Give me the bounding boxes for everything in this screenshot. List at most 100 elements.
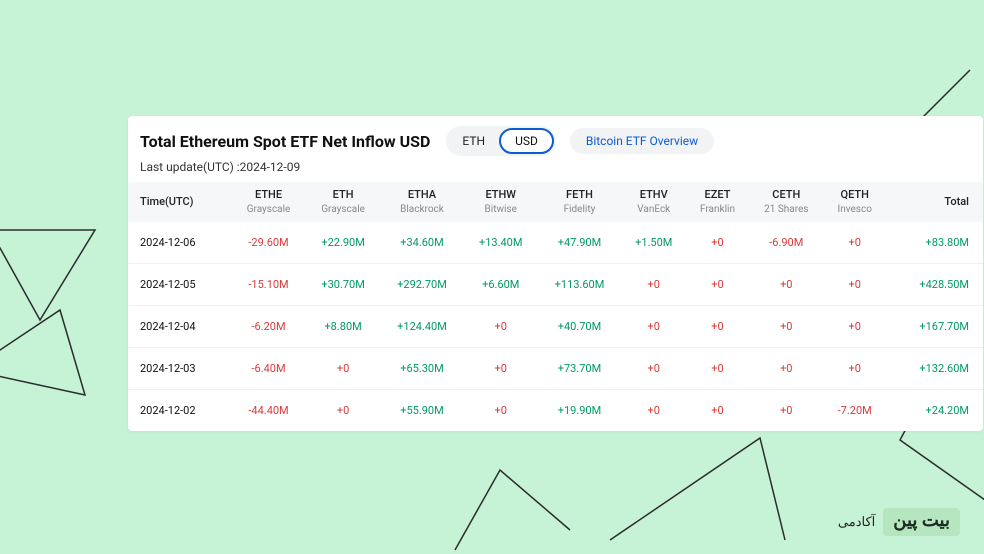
cell-value: +0: [464, 306, 538, 348]
cell-value: -6.20M: [231, 306, 306, 348]
cell-value: +22.90M: [306, 222, 381, 264]
column-header-sublabel: Invesco: [828, 204, 881, 217]
column-header-ethv: ETHV VanEck: [621, 182, 686, 222]
bitcoin-etf-overview-button[interactable]: Bitcoin ETF Overview: [570, 128, 714, 154]
table-row: 2024-12-03-6.40M+0+65.30M+0+73.70M+0+0+0…: [128, 348, 983, 390]
column-header-ezet: EZET Franklin: [686, 182, 748, 222]
cell-value: -6.90M: [749, 222, 825, 264]
column-header-feth: FETH Fidelity: [538, 182, 621, 222]
cell-value: +167.70M: [885, 306, 983, 348]
cell-value: +55.90M: [380, 390, 463, 432]
cell-value: +0: [621, 348, 686, 390]
cell-value: +132.60M: [885, 348, 983, 390]
cell-value: +0: [686, 264, 748, 306]
column-header-ethe: ETHE Grayscale: [231, 182, 306, 222]
column-header-label: ETHW: [485, 188, 516, 201]
etf-card: Total Ethereum Spot ETF Net Inflow USD E…: [128, 116, 983, 431]
cell-value: +40.70M: [538, 306, 621, 348]
column-header-label: ETHV: [640, 188, 668, 201]
cell-value: +113.60M: [538, 264, 621, 306]
column-header-sublabel: Grayscale: [235, 204, 302, 217]
etf-table: Time(UTC) ETHE Grayscale ETH Grayscale ETHA Bl…: [128, 182, 983, 431]
cell-value: +0: [686, 222, 748, 264]
cell-value: +0: [686, 306, 748, 348]
column-header-sublabel: Franklin: [690, 204, 744, 217]
cell-value: +0: [749, 306, 825, 348]
cell-time: 2024-12-03: [128, 348, 231, 390]
cell-value: +6.60M: [464, 264, 538, 306]
column-header-label: Total: [944, 195, 969, 208]
cell-value: +0: [686, 390, 748, 432]
column-header-label: QETH: [840, 188, 868, 201]
column-header-sublabel: Bitwise: [468, 204, 534, 217]
cell-value: +0: [306, 390, 381, 432]
column-header-label: EZET: [705, 188, 731, 201]
column-header-label: Time(UTC): [140, 195, 193, 208]
cell-value: +8.80M: [306, 306, 381, 348]
cell-value: -7.20M: [824, 390, 885, 432]
cell-value: +0: [749, 390, 825, 432]
cell-value: +30.70M: [306, 264, 381, 306]
page-title: Total Ethereum Spot ETF Net Inflow USD: [140, 132, 430, 151]
table-head: Time(UTC) ETHE Grayscale ETH Grayscale ETHA Bl…: [128, 182, 983, 222]
tab-eth[interactable]: ETH: [448, 128, 499, 154]
brand-suffix: آکادمی: [838, 515, 875, 530]
table-row: 2024-12-04-6.20M+8.80M+124.40M+0+40.70M+…: [128, 306, 983, 348]
cell-value: +13.40M: [464, 222, 538, 264]
column-header-etha: ETHA Blackrock: [380, 182, 463, 222]
cell-value: +0: [749, 264, 825, 306]
cell-value: +73.70M: [538, 348, 621, 390]
card-header: Total Ethereum Spot ETF Net Inflow USD E…: [128, 116, 983, 156]
column-header-time: Time(UTC): [128, 182, 231, 222]
cell-value: +0: [824, 306, 885, 348]
cell-value: +19.90M: [538, 390, 621, 432]
column-header-sublabel: Fidelity: [542, 204, 617, 217]
brand-badge: بیت پین: [883, 508, 960, 536]
cell-value: -15.10M: [231, 264, 306, 306]
cell-value: +65.30M: [380, 348, 463, 390]
column-header-sublabel: 21 Shares: [753, 204, 821, 217]
cell-value: +0: [306, 348, 381, 390]
last-update-date: 2024-12-09: [240, 160, 301, 174]
cell-time: 2024-12-04: [128, 306, 231, 348]
cell-value: +0: [621, 390, 686, 432]
cell-value: +24.20M: [885, 390, 983, 432]
column-header-total: Total: [885, 182, 983, 222]
brand-logo: بیت پین آکادمی: [838, 508, 960, 536]
column-header-label: FETH: [566, 188, 593, 201]
cell-time: 2024-12-05: [128, 264, 231, 306]
tab-usd[interactable]: USD: [499, 128, 554, 154]
column-header-ethw: ETHW Bitwise: [464, 182, 538, 222]
cell-value: +0: [686, 348, 748, 390]
cell-value: +292.70M: [380, 264, 463, 306]
column-header-eth: ETH Grayscale: [306, 182, 381, 222]
cell-value: +0: [824, 264, 885, 306]
cell-value: +1.50M: [621, 222, 686, 264]
last-update-label: Last update(UTC) :2024-12-09: [128, 156, 983, 182]
column-header-sublabel: Blackrock: [384, 204, 459, 217]
column-header-label: ETH: [333, 188, 354, 201]
currency-tab-group: ETH USD: [446, 126, 555, 156]
cell-value: +34.60M: [380, 222, 463, 264]
cell-time: 2024-12-02: [128, 390, 231, 432]
cell-value: +0: [464, 390, 538, 432]
cell-value: +428.50M: [885, 264, 983, 306]
cell-value: +47.90M: [538, 222, 621, 264]
column-header-sublabel: VanEck: [625, 204, 682, 217]
column-header-ceth: CETH 21 Shares: [749, 182, 825, 222]
cell-value: +124.40M: [380, 306, 463, 348]
cell-time: 2024-12-06: [128, 222, 231, 264]
cell-value: +0: [621, 264, 686, 306]
column-header-label: CETH: [772, 188, 800, 201]
table-body: 2024-12-06-29.60M+22.90M+34.60M+13.40M+4…: [128, 222, 983, 431]
column-header-label: ETHA: [408, 188, 436, 201]
table-row: 2024-12-02-44.40M+0+55.90M+0+19.90M+0+0+…: [128, 390, 983, 432]
table-row: 2024-12-06-29.60M+22.90M+34.60M+13.40M+4…: [128, 222, 983, 264]
column-header-sublabel: Grayscale: [310, 204, 377, 217]
column-header-qeth: QETH Invesco: [824, 182, 885, 222]
table-row: 2024-12-05-15.10M+30.70M+292.70M+6.60M+1…: [128, 264, 983, 306]
cell-value: +0: [749, 348, 825, 390]
cell-value: +83.80M: [885, 222, 983, 264]
cell-value: +0: [464, 348, 538, 390]
column-header-label: ETHE: [255, 188, 282, 201]
